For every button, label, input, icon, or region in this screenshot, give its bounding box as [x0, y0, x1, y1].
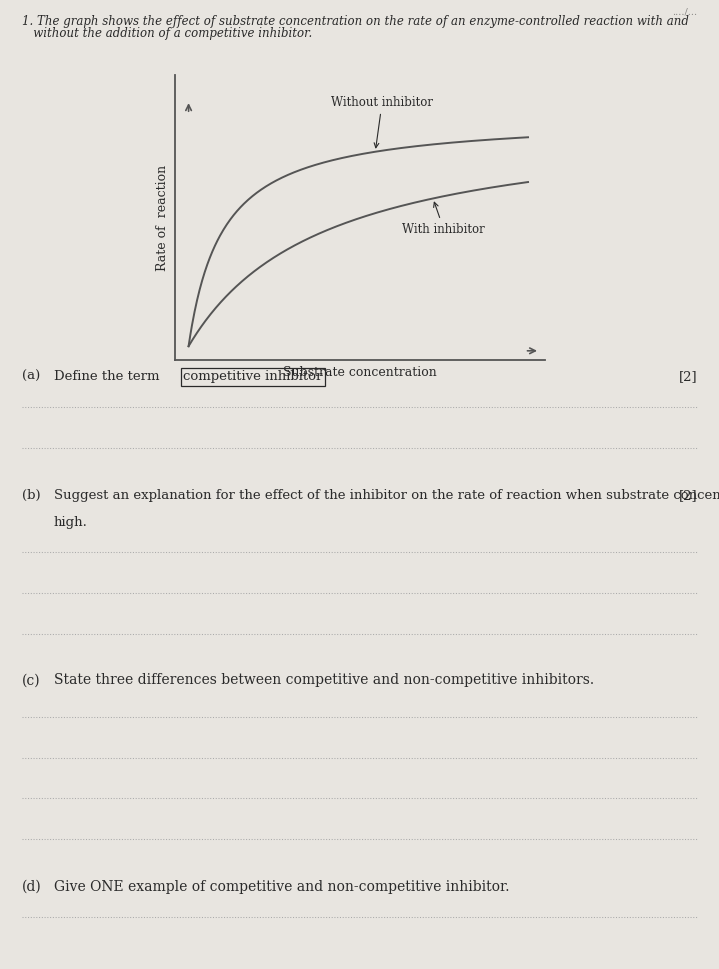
Text: ..../...: ..../... — [672, 8, 697, 16]
Text: State three differences between competitive and non-competitive inhibitors.: State three differences between competit… — [54, 673, 594, 687]
Text: Without inhibitor: Without inhibitor — [331, 96, 433, 147]
Text: (b): (b) — [22, 489, 40, 502]
Text: (d): (d) — [22, 880, 41, 893]
Text: Define the term: Define the term — [54, 370, 160, 383]
Text: competitive inhibitor: competitive inhibitor — [183, 370, 323, 383]
Text: Give ONE example of competitive and non-competitive inhibitor.: Give ONE example of competitive and non-… — [54, 880, 510, 893]
Text: Suggest an explanation for the effect of the inhibitor on the rate of reaction w: Suggest an explanation for the effect of… — [54, 489, 719, 502]
Y-axis label: Rate of  reaction: Rate of reaction — [157, 165, 170, 270]
Text: (c): (c) — [22, 673, 40, 687]
Text: [2]: [2] — [679, 370, 697, 383]
Text: 1. The graph shows the effect of substrate concentration on the rate of an enzym: 1. The graph shows the effect of substra… — [22, 15, 689, 27]
X-axis label: Substrate concentration: Substrate concentration — [283, 365, 437, 379]
Text: With inhibitor: With inhibitor — [403, 203, 485, 235]
Text: [2]: [2] — [679, 489, 697, 502]
Text: (a): (a) — [22, 370, 40, 383]
Text: without the addition of a competitive inhibitor.: without the addition of a competitive in… — [22, 27, 312, 40]
Text: high.: high. — [54, 516, 88, 529]
